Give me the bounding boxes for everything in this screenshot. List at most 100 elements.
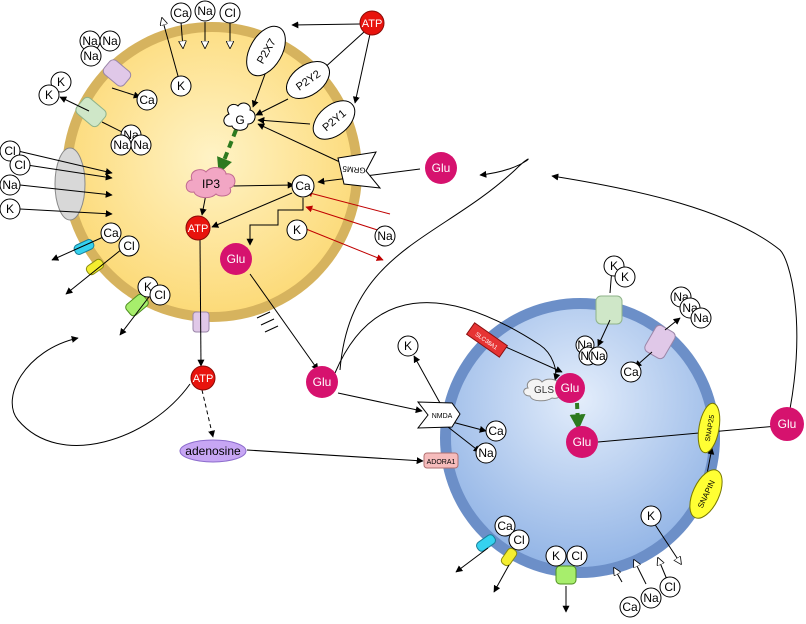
ion-ca: Ca [100, 222, 122, 244]
glia-internal-arrows [197, 21, 421, 371]
svg-text:Cl: Cl [14, 158, 25, 172]
neuron-kcl-channel [555, 565, 577, 585]
glia-cl-channel [85, 258, 105, 276]
ion-cl: Cl [149, 284, 171, 306]
atp-molecule: ATP [190, 365, 216, 391]
ion-k: K [286, 219, 308, 241]
ion-na: Na [588, 346, 608, 366]
svg-text:Na: Na [590, 349, 606, 363]
ion-cl: Cl [219, 2, 241, 24]
ion-na: Na [110, 134, 132, 156]
g-label: G [235, 113, 244, 127]
ion-na: Na [130, 134, 152, 156]
ion-na: Na [475, 442, 497, 464]
ion-na: Na [194, 0, 216, 22]
svg-text:Na: Na [197, 4, 213, 18]
ion-k: K [614, 266, 636, 288]
glia-ion-pump-ca [102, 59, 132, 87]
svg-text:Ca: Ca [295, 179, 311, 193]
svg-text:K: K [610, 259, 618, 273]
glu-molecule: Glu [770, 407, 804, 441]
ion-ca: Ca [494, 515, 516, 537]
ion-cl: Cl [9, 154, 31, 176]
gls-label: GLS [534, 385, 554, 396]
glu-conversion-arrow [569, 402, 586, 431]
ion-cl: Cl [508, 529, 530, 551]
ion-k: K [38, 84, 60, 106]
glia-left-arrows [17, 87, 153, 336]
svg-text:Ca: Ca [622, 600, 638, 614]
svg-text:K: K [144, 280, 152, 294]
ion-na: Na [80, 45, 102, 67]
na-influx-arrows [305, 190, 391, 261]
glu-molecule: Glu [425, 152, 457, 184]
ions: Ca Na Cl K Na Na Na Ca K K Na Na Na Cl C… [0, 0, 712, 618]
ip3-molecule: IP3 [185, 167, 236, 199]
g-to-ip3-arrow [217, 129, 238, 174]
ion-k: K [50, 71, 72, 93]
svg-text:Na: Na [83, 49, 99, 63]
svg-text:Cl: Cl [224, 6, 235, 20]
svg-text:K: K [621, 270, 629, 284]
svg-text:Ca: Ca [497, 519, 513, 533]
svg-text:Cl: Cl [513, 533, 524, 547]
ion-cl: Cl [118, 235, 140, 257]
svg-text:Cl: Cl [123, 239, 134, 253]
glu-molecule: Glu [566, 426, 598, 458]
ion-ca: Ca [619, 596, 641, 618]
svg-text:Na: Na [113, 138, 129, 152]
ion-na: Na [640, 587, 662, 609]
neuron-na-ca-exchanger [644, 324, 676, 360]
ion-k: K [170, 75, 192, 97]
adora1-label: ADORA1 [427, 459, 456, 466]
glu-label: Glu [561, 381, 580, 395]
glu-label: Glu [227, 252, 246, 266]
svg-text:Na: Na [377, 229, 393, 243]
svg-text:K: K [57, 75, 65, 89]
adenosine-label: adenosine [185, 444, 241, 458]
ion-ca: Ca [291, 174, 315, 198]
svg-text:Na: Na [82, 34, 98, 48]
glia-k-na-pump [75, 96, 107, 128]
svg-text:Cl: Cl [154, 288, 165, 302]
ion-na: Na [0, 174, 21, 196]
grm5-label: GRM5 [342, 164, 366, 175]
nmda-label: NMDA [432, 413, 453, 420]
atp-label: ATP [188, 223, 209, 235]
glu-molecule: Glu [306, 366, 338, 398]
svg-text:Ca: Ca [103, 226, 119, 240]
glia-left-channels [54, 59, 210, 333]
neuron-cl-channel [500, 547, 518, 567]
svg-text:K: K [6, 202, 14, 216]
glia-kcl-channel [125, 293, 149, 317]
svg-text:Cl: Cl [664, 580, 675, 594]
glia-cotransporter [54, 147, 86, 221]
adenosine-molecule: adenosine [179, 439, 247, 463]
ion-na: Na [690, 307, 712, 329]
svg-text:Na: Na [133, 138, 149, 152]
neuron-k-na-pump [595, 295, 623, 325]
ion-cl: Cl [659, 576, 681, 598]
neuron-arrows [413, 267, 681, 613]
svg-text:Ca: Ca [173, 6, 189, 20]
svg-text:K: K [552, 549, 560, 563]
svg-text:Cl: Cl [4, 144, 15, 158]
receptor-p2y2: P2Y2 [286, 61, 330, 99]
svg-text:K: K [177, 79, 185, 93]
glu-molecule: Glu [220, 243, 252, 275]
neuron-ca-channel [476, 534, 496, 552]
snap25-label: SNAP25 [705, 414, 717, 442]
ip3-label: IP3 [202, 177, 220, 191]
svg-text:K: K [45, 88, 53, 102]
ion-ca: Ca [620, 361, 642, 383]
glu-label: Glu [432, 161, 451, 175]
atp-to-adenosine-arrow [201, 389, 215, 438]
svg-text:Ca: Ca [139, 93, 155, 107]
svg-text:Ca: Ca [623, 365, 639, 379]
ion-k: K [0, 198, 21, 220]
snapin-protein: SNAPIN [689, 469, 723, 519]
ion-k: K [640, 505, 662, 527]
receptor-p2y1: P2Y1 [312, 100, 356, 140]
svg-text:Na: Na [102, 34, 118, 48]
